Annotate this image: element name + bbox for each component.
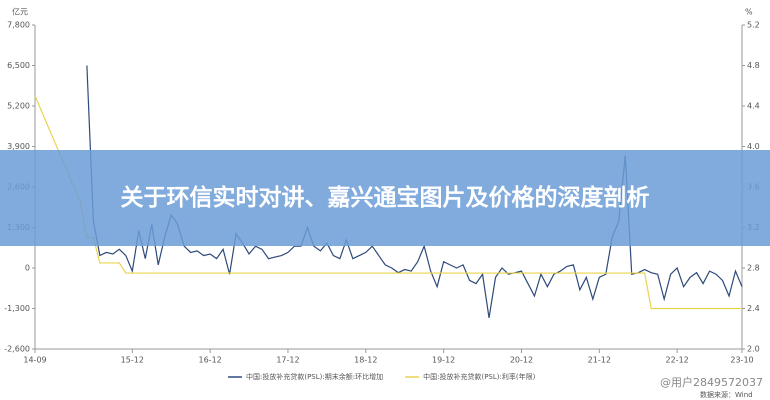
y2-tick-label: 4.4: [747, 102, 760, 111]
y-tick-label: 6,500: [7, 61, 30, 70]
x-tick-label: 21-12: [588, 356, 611, 365]
x-tick-label: 15-12: [121, 356, 144, 365]
y2-tick-label: 2.0: [747, 345, 760, 354]
y-tick-label: 5,200: [7, 102, 30, 111]
x-tick-label: 22-12: [666, 356, 689, 365]
x-tick-label: 20-12: [510, 356, 533, 365]
x-tick-label: 16-12: [199, 356, 222, 365]
y2-tick-label: 5.2: [747, 21, 760, 30]
watermark: @用户2849572037: [660, 375, 763, 389]
y2-tick-label: 2.4: [747, 304, 760, 313]
y-tick-label: 3,900: [7, 142, 30, 151]
y-tick-label: 0: [25, 264, 30, 273]
legend-label: 中国:投放补充贷款(PSL):利率(年限): [423, 372, 535, 381]
x-tick-label: 18-12: [354, 356, 377, 365]
series-line: [86, 65, 743, 318]
y2-axis-unit: %: [745, 8, 753, 17]
y-tick-label: -1,300: [4, 304, 30, 313]
x-tick-label: 23-10: [730, 356, 753, 365]
series-line: [34, 95, 742, 310]
title-banner: 关于环信实时对讲、嘉兴通宝图片及价格的深度剖析: [0, 150, 770, 246]
y2-tick-label: 4.0: [747, 142, 760, 151]
y-axis-unit: 亿元: [12, 7, 28, 17]
legend-label: 中国:投放补充贷款(PSL):期末余额:环比增加: [246, 372, 383, 381]
y-tick-label: -2,600: [4, 345, 30, 354]
y2-tick-label: 4.8: [747, 61, 760, 70]
y-tick-label: 7,800: [7, 21, 30, 30]
x-tick-label: 14-09: [23, 356, 46, 365]
source: 数据来源：Wind: [700, 390, 753, 399]
x-tick-label: 17-12: [276, 356, 299, 365]
y2-tick-label: 2.8: [747, 264, 760, 273]
x-tick-label: 19-12: [432, 356, 455, 365]
